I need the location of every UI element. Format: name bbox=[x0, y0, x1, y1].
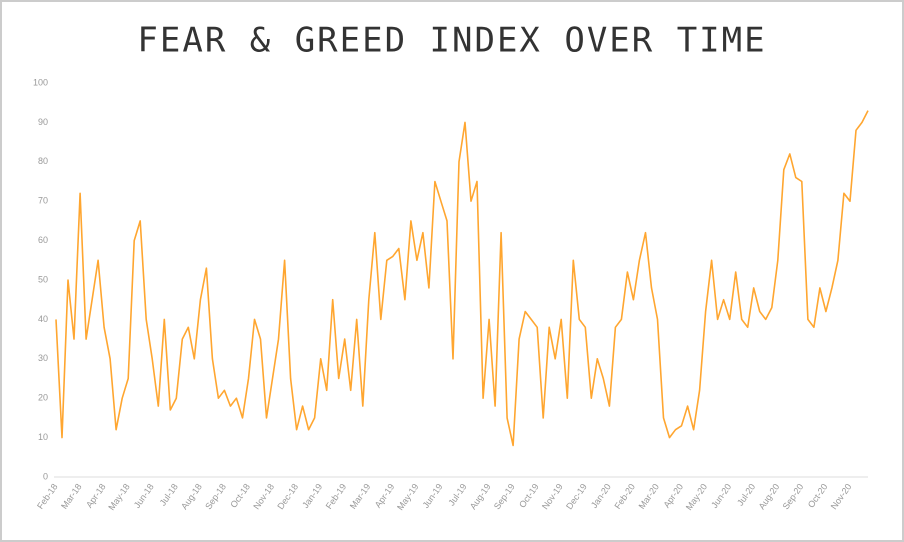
y-tick-label: 100 bbox=[33, 77, 48, 87]
y-tick-label: 80 bbox=[38, 156, 48, 166]
y-tick-label: 70 bbox=[38, 196, 48, 206]
data-line bbox=[55, 110, 869, 447]
y-tick-label: 50 bbox=[38, 274, 48, 284]
y-tick-label: 20 bbox=[38, 393, 48, 403]
chart-title: FEAR & GREED INDEX OVER TIME bbox=[137, 21, 766, 61]
y-tick-label: 60 bbox=[38, 235, 48, 245]
y-tick-label: 40 bbox=[38, 314, 48, 324]
y-tick-label: 0 bbox=[43, 471, 48, 481]
y-tick-label: 90 bbox=[38, 117, 48, 127]
y-tick-label: 10 bbox=[38, 432, 48, 442]
y-tick-label: 30 bbox=[38, 353, 48, 363]
